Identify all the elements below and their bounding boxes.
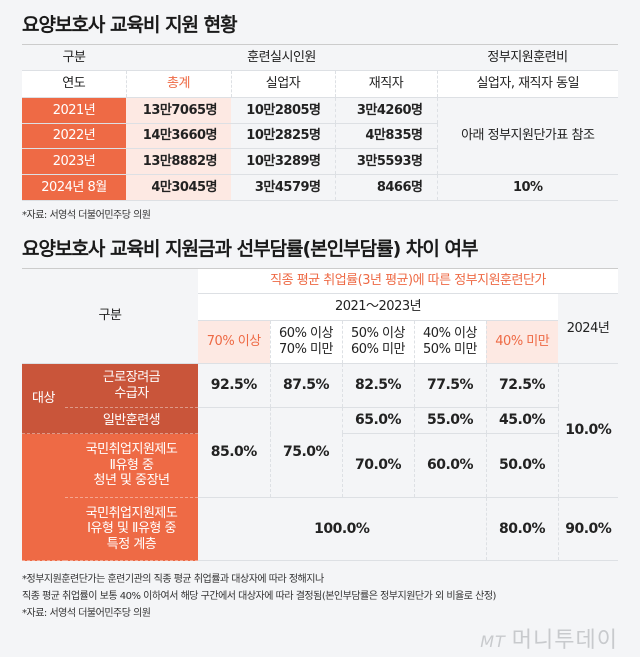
support-2024: 10% [437,174,618,201]
period-header: 2021～2023년 [198,293,559,321]
header-category: 구분 [22,44,126,71]
table2-title: 요양보호사 교육비 지원금과 선부담률(본인부담률) 차이 여부 [22,238,478,260]
table-row: 대상 근로장려금 수급자 92.5% 87.5% 82.5% 77.5% 72.5… [22,363,619,498]
training-stats-table: 구분 훈련실시인원 정부지원훈련비 연도 총계 실업자 재직자 실업자, 재직자… [22,44,618,201]
group-header: 직종 평균 취업률(3년 평균)에 따른 정부지원훈련단가 [198,268,619,294]
table-row: 2022년 14만3660명 10만2825명 4만835명 [22,123,618,149]
employed-cell: 3만4260명 [335,97,438,124]
footnote: *정부지원훈련단가는 훈련기관의 직종 평균 취업률과 대상자에 따라 정해지나 [22,574,324,585]
rate-cell: 60.0% [414,433,487,498]
rate-cell: 45.0% [486,407,559,434]
employed-cell: 3만5593명 [335,148,438,175]
rate-cell: 82.5% [342,363,415,408]
rate-cell: 65.0% [342,407,415,434]
rate-cell: 85.0% [198,407,271,498]
rate-cell: 50.0% [486,433,559,498]
row-label: 일반훈련생 [65,407,199,434]
source-note: *자료: 서영석 더불어민주당 의원 [22,210,151,221]
unemployed-cell: 3만4579명 [231,174,336,201]
year-cell: 2024년 8월 [22,174,126,201]
rate-cell: 10.0% [558,363,619,498]
rate-cell: 75.0% [270,407,343,498]
band-header: 40% 이상 50% 미만 [414,320,487,364]
year-cell: 2022년 [22,123,126,149]
rate-cell: 72.5% [486,363,559,408]
rate-cell: 87.5% [270,363,343,408]
header-same: 실업자, 재직자 동일 [437,70,618,98]
band-header: 50% 이상 60% 미만 [342,320,415,364]
header-gov-support: 정부지원훈련비 [437,44,618,71]
row-label: 근로장려금 수급자 [65,363,199,408]
year-2024-header: 2024년 [558,293,619,364]
unemployed-cell: 10만2805명 [231,97,336,124]
rate-cell: 77.5% [414,363,487,408]
target-label: 대상 [22,363,65,434]
header-employed: 재직자 [335,70,438,98]
total-cell: 4만3045명 [126,174,231,201]
rate-cell: 100.0% [198,497,487,561]
employed-cell: 4만835명 [335,123,438,149]
rate-cell: 80.0% [486,497,559,561]
table-row: 국민취업지원제도 Ⅰ유형 및 Ⅱ유형 중 특정 계층 100.0% 80.0% 90… [22,497,619,561]
category-header: 구분 [22,268,199,364]
table-row: 2024년 8월 4만3045명 3만4579명 8466명 10% [22,174,618,201]
band-header: 70% 이상 [198,320,271,364]
table1-title: 요양보호사 교육비 지원 현황 [22,14,238,36]
total-cell: 14만3660명 [126,123,231,149]
unemployed-cell: 10만2825명 [231,123,336,149]
band-header: 40% 미만 [486,320,559,364]
target-blank [22,433,65,561]
row-label: 국민취업지원제도 Ⅰ유형 및 Ⅱ유형 중 특정 계층 [65,497,199,561]
employed-cell: 8466명 [335,174,438,201]
band-header: 60% 이상 70% 미만 [270,320,343,364]
watermark-logo: MT 머니투데이 [480,628,618,653]
rate-cell: 55.0% [414,407,487,434]
table-row: 일반훈련생 85.0% 75.0% 65.0% 55.0% 45.0% [22,407,618,498]
year-cell: 2021년 [22,97,126,124]
footnote: 직종 평균 취업률이 보통 40% 이하여서 해당 구간에서 대상자에 따라 결… [22,591,496,602]
source-note: *자료: 서영석 더불어민주당 의원 [22,608,151,619]
rate-cell: 92.5% [198,363,271,408]
header-total: 총계 [126,70,232,98]
header-year: 연도 [22,70,127,98]
rate-cell: 70.0% [342,433,415,498]
support-rate-table: 구분 직종 평균 취업률(3년 평균)에 따른 정부지원훈련단가 2021～20… [22,268,619,561]
header-trainees: 훈련실시인원 [126,44,437,71]
total-cell: 13만8882명 [126,148,231,175]
total-cell: 13만7065명 [126,97,231,124]
header-unemployed: 실업자 [231,70,336,98]
table-row: 2023년 13만8882명 10만3289명 3만5593명 [22,148,618,175]
year-cell: 2023년 [22,148,126,175]
table-row: 2021년 13만7065명 10만2805명 3만4260명 아래 정부지원단… [22,97,618,175]
unemployed-cell: 10만3289명 [231,148,336,175]
rate-cell: 90.0% [558,497,619,561]
support-note: 아래 정부지원단가표 참조 [437,97,618,175]
table-row: 국민취업지원제도 Ⅱ유형 중 청년 및 중장년 70.0% 60.0% 50.0% [22,433,618,561]
row-label: 국민취업지원제도 Ⅱ유형 중 청년 및 중장년 [65,433,199,498]
